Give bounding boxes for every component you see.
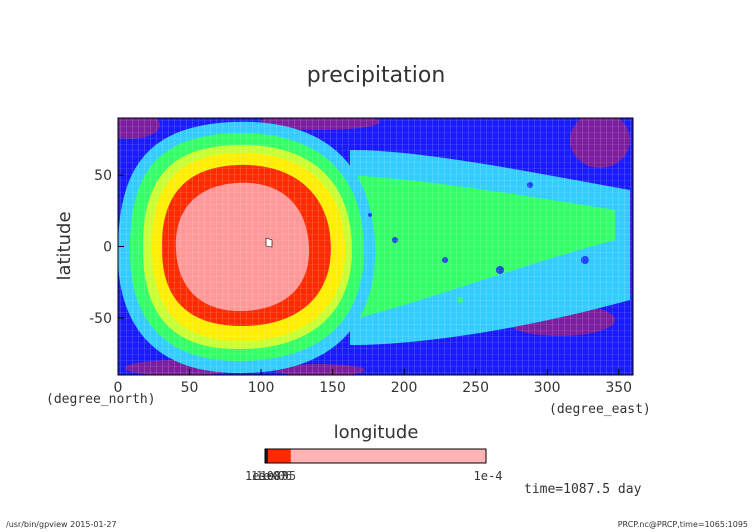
x-tick-label: 300 [534,380,561,396]
colorbar-segment [265,449,268,463]
colorbar-overlap-label: 1e-06 [256,469,292,483]
x-axis-ticks: 0 50 100 150 200 250 300 350 [114,369,632,396]
x-tick-label: 150 [319,380,346,396]
x-tick-label: 50 [181,380,199,396]
x-tick-label: 250 [462,380,489,396]
colorbar-left-label: 1e-08 [245,469,281,483]
y-tick-label: -50 [89,311,112,327]
colorbar-segment [290,449,486,463]
y-tick-label: 50 [94,168,112,184]
x-tick-label: 200 [391,380,418,396]
y-axis-label: latitude [54,211,75,280]
plot-grain [118,118,633,375]
x-axis-label: longitude [334,422,419,443]
colorbar-overlap-label: 1e-05 [260,469,296,483]
x-axis-unit: (degree_east) [549,402,651,417]
chart-title: precipitation [307,63,446,88]
x-tick-label: 100 [248,380,275,396]
colorbar-right-label: 1e-4 [474,469,503,483]
y-axis-unit: (degree_north) [46,392,156,407]
y-tick-label: 0 [103,240,112,256]
x-tick-label: 0 [114,380,123,396]
colorbar-segment [267,449,291,463]
colorbar-overlap-labels: 1e-07 1e-06 1e-05 [251,469,296,483]
time-label: time=1087.5 day [524,482,642,497]
footer-left: /usr/bin/gpview 2015-01-27 [6,520,117,529]
y-axis-ticks: 50 0 -50 [89,168,124,327]
plot-area [118,118,633,375]
colorbar-frame [264,448,487,464]
footer-right: PRCP.nc@PRCP,time=1065:1095 [618,520,748,529]
colorbar [264,448,487,464]
x-tick-label: 350 [605,380,632,396]
colorbar-overlap-label: 1e-07 [251,469,287,483]
